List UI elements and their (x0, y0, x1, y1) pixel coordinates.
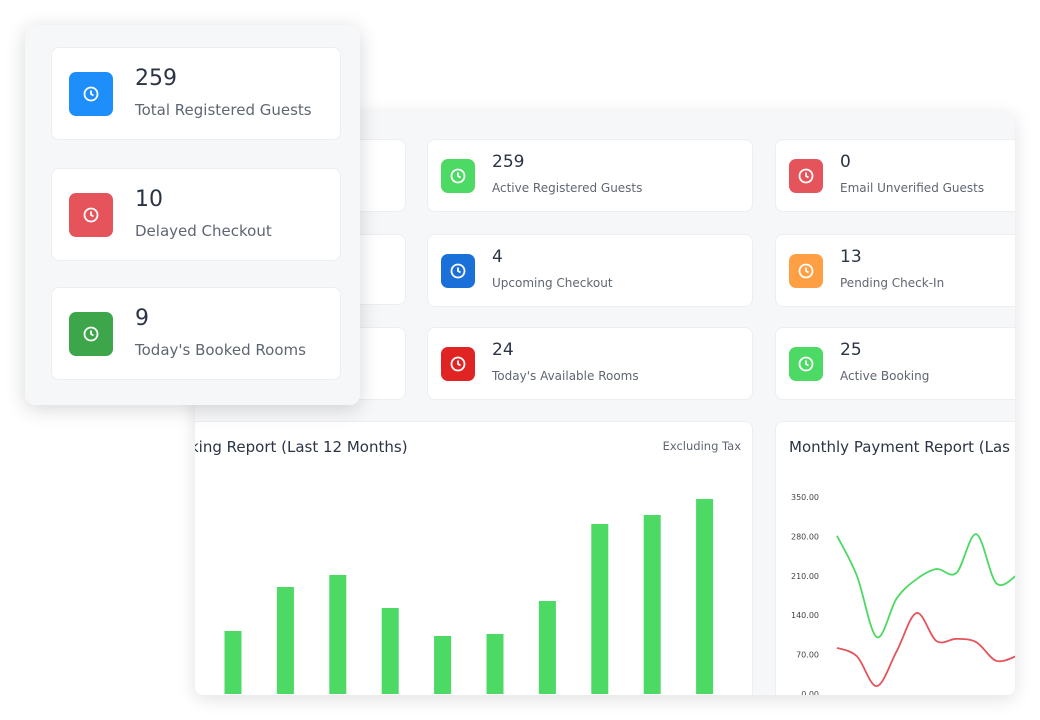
y-tick-label: 0.00 (801, 690, 819, 695)
bar (643, 515, 661, 694)
stat-label: Total Registered Guests (135, 101, 312, 119)
stat-value: 259 (135, 66, 177, 91)
chart-title: king Report (Last 12 Months) (195, 438, 408, 456)
y-tick-label: 210.00 (791, 572, 819, 581)
stat-label: Upcoming Checkout (492, 276, 613, 290)
stat-card: 0 Email Unverified Guests (775, 139, 1015, 212)
bar (276, 587, 294, 694)
stat-icon (441, 346, 475, 381)
stat-card: 9 Today's Booked Rooms (51, 287, 341, 380)
line-series (836, 612, 1015, 688)
stat-label: Active Registered Guests (492, 181, 643, 195)
stat-icon (69, 71, 113, 116)
stat-value: 10 (135, 187, 163, 212)
chart-card: king Report (Last 12 Months) Excluding Ta… (195, 421, 753, 695)
chart-title: Monthly Payment Report (Las (789, 438, 1010, 456)
bar (381, 608, 399, 694)
bar (696, 499, 714, 694)
stat-label: Delayed Checkout (135, 222, 272, 240)
stat-value: 0 (840, 152, 851, 172)
line-series (836, 533, 1015, 639)
stat-icon (441, 158, 475, 193)
stat-card: 24 Today's Available Rooms (427, 327, 753, 400)
bar (224, 631, 242, 694)
stat-icon (789, 158, 823, 193)
bar-chart: king Report (Last 12 Months) Excluding Ta… (195, 438, 742, 694)
stat-value: 9 (135, 306, 149, 331)
stat-icon (69, 311, 113, 356)
stat-label: Email Unverified Guests (840, 181, 985, 195)
stat-label: Today's Booked Rooms (135, 341, 306, 359)
summary-panel: 259 Total Registered Guests 10 Delayed Chec… (25, 25, 360, 405)
stat-card: 13 Pending Check-In (775, 234, 1015, 307)
bar (434, 636, 452, 694)
bar (329, 575, 347, 694)
stat-label: Pending Check-In (840, 276, 945, 290)
stat-card: 10 Delayed Checkout (51, 168, 341, 261)
stat-icon (441, 253, 475, 288)
chart-card: Monthly Payment Report (Las 0.00 70.00 140.… (775, 421, 1015, 695)
stat-card: 4 Upcoming Checkout (427, 234, 753, 307)
line-chart: Monthly Payment Report (Las 0.00 70.00 140.… (789, 438, 1015, 695)
chart-note: Excluding Tax (663, 439, 742, 453)
y-tick-label: 280.00 (791, 532, 819, 541)
stat-icon (69, 192, 113, 237)
stat-icon (789, 346, 823, 381)
bar (486, 634, 504, 694)
stat-value: 4 (492, 247, 503, 267)
stat-value: 259 (492, 152, 525, 172)
stat-card: 259 Active Registered Guests (427, 139, 753, 212)
stat-card: 259 Total Registered Guests (51, 47, 341, 140)
bar (591, 524, 609, 694)
stat-card: 25 Active Booking (775, 327, 1015, 400)
y-tick-label: 140.00 (791, 611, 819, 620)
y-tick-label: 70.00 (796, 651, 819, 660)
stat-label: Active Booking (840, 369, 930, 383)
y-tick-label: 350.00 (791, 493, 819, 502)
stat-value: 13 (840, 247, 862, 267)
stat-value: 24 (492, 340, 514, 360)
stat-label: Today's Available Rooms (492, 369, 639, 383)
stat-value: 25 (840, 340, 862, 360)
stat-icon (789, 253, 823, 288)
bar (538, 601, 556, 694)
